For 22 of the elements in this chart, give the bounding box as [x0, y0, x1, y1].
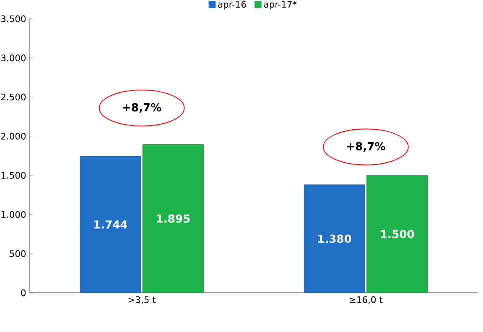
- bar: [80, 156, 142, 294]
- y-tick-label: 2.000: [1, 133, 26, 140]
- y-tick-label: 1.500: [2, 172, 26, 179]
- y-tick-label: 0: [21, 290, 26, 296]
- x-tick-label: >3,5 t: [128, 296, 156, 304]
- legend-label: apr-16: [218, 1, 246, 10]
- bar: [142, 144, 204, 294]
- data-label: 1.895: [157, 214, 190, 223]
- y-tick-label: 3.500: [2, 16, 26, 22]
- y-tick-label: 500: [10, 250, 26, 258]
- bar: [366, 175, 428, 294]
- bar: [304, 184, 366, 294]
- annotation: +8,7%: [347, 142, 386, 152]
- legend-label: apr-17*: [264, 1, 297, 10]
- y-tick-label: 1.000: [2, 211, 26, 218]
- x-tick-label: ≥16,0 t: [350, 296, 383, 304]
- annotation: +8,7%: [123, 103, 162, 114]
- data-label: 1.744: [94, 220, 128, 229]
- data-label: 1.500: [381, 230, 414, 238]
- y-tick-label: 3.000: [2, 54, 26, 62]
- y-tick-label: 2.500: [1, 94, 26, 101]
- data-label: 1.380: [318, 234, 352, 244]
